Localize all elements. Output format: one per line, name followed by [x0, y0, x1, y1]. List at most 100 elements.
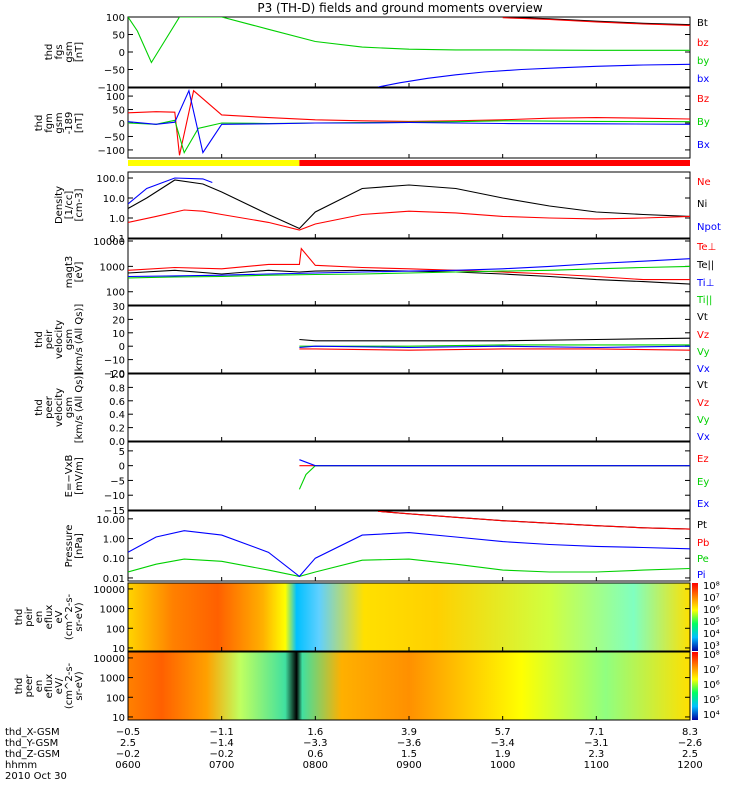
y-label-line: [mV/m] [74, 457, 85, 495]
legend-entry: bx [697, 74, 709, 85]
colorbar-label: 10⁸ [703, 581, 720, 592]
legend-entry: Ni [697, 199, 707, 210]
y-label-line: -189 [64, 112, 75, 135]
x-tick-label: 0800 [303, 760, 328, 771]
y-label-line: eflux [44, 605, 55, 630]
colorbar-label: 10⁶ [703, 680, 720, 691]
colorbar-peer_eflux [692, 652, 698, 720]
series-Pi [128, 530, 690, 578]
colorbar-label: 10⁴ [703, 629, 720, 640]
ephemeris-row-label: thd_Y-GSM [5, 738, 58, 749]
panel-fgs: 100 50 0 −50 −100 thd fgs gsm [nT] Bt bz by bx [44, 13, 709, 94]
series-Ne [128, 209, 690, 231]
series-Ex [299, 459, 690, 467]
y-tick-label: 1.00 [103, 535, 125, 546]
colorbar-label: 10⁵ [703, 695, 720, 706]
legend-entry: Vx [697, 364, 710, 375]
panel-peer_eflux: 10⁸ 10⁷ 10⁶ 10⁵ 10⁴ 10000 1000 100 10 thd peer en ef… [14, 650, 720, 724]
y-axis-label: E=−VxB [mV/m] [64, 455, 85, 498]
series-Vt [299, 337, 690, 342]
y-tick-label: 5 [119, 447, 125, 458]
x-tick-label: 0700 [209, 760, 234, 771]
legend-entry: Vz [697, 398, 709, 409]
y-tick-label: 1000 [100, 262, 125, 273]
plot-frame [127, 238, 691, 306]
y-tick-label: −15 [104, 506, 125, 517]
y-label-line: peir [24, 606, 35, 626]
y-tick-label: 0.0 [109, 437, 125, 448]
legend-entry: Te⊥ [696, 242, 716, 253]
legend-entry: Vx [697, 432, 710, 443]
y-tick-label: 0.8 [109, 383, 125, 394]
y-tick-label: 20 [112, 315, 125, 326]
colorbar-label: 10⁴ [703, 710, 720, 721]
y-label-line: gsm [64, 329, 75, 350]
series-Te|| [128, 269, 690, 285]
y-tick-label: 10.00 [96, 515, 125, 526]
y-tick-label: −100 [98, 83, 125, 94]
spectrogram-peer_eflux [128, 652, 690, 720]
y-tick-label: 100 [106, 92, 125, 103]
y-tick-label: 100 [106, 693, 125, 704]
y-label-line: velocity [54, 388, 65, 427]
y-tick-label: −20 [104, 369, 125, 380]
series-Ey [298, 465, 690, 490]
y-tick-label: 100 [106, 288, 125, 299]
legend-entry: Ex [697, 499, 709, 510]
legend-entry: Ti|| [696, 295, 712, 306]
y-tick-label: −5 [110, 476, 125, 487]
series-Ni [128, 179, 690, 230]
ephemeris-row-label: hhmm [5, 760, 37, 771]
y-tick-label: 50 [112, 106, 125, 117]
legend-entry: By [697, 117, 710, 128]
series-Te⊥ [128, 247, 690, 281]
y-label-line: [cm-3] [74, 188, 85, 221]
series-Vz [299, 348, 690, 351]
x-tick-label: −3.3 [303, 738, 327, 749]
x-tick-label: −1.4 [210, 738, 234, 749]
series-Bz [128, 89, 690, 156]
series-by [128, 17, 690, 64]
y-tick-label: 1000 [100, 605, 125, 616]
y-label-line: en [34, 680, 45, 693]
y-label-line: sr-eV) [74, 602, 85, 631]
y-label-line: Pressure [64, 525, 75, 568]
series-Ti⊥ [128, 258, 690, 278]
y-tick-label: −100 [98, 146, 125, 157]
y-tick-label: −50 [104, 66, 125, 77]
series-Ti|| [128, 265, 690, 279]
y-tick-label: 0 [119, 342, 125, 353]
series-Pt [378, 511, 690, 530]
panel-temp: 10000 1000 100 magt3 [eV] Te⊥ Te|| Ti⊥ Ti|| [64, 237, 716, 306]
y-tick-label: 100.0 [96, 174, 125, 185]
legend-entry: Ti⊥ [696, 278, 714, 289]
legend-entry: Ne [697, 177, 711, 188]
y-label-line: fgs [54, 44, 65, 59]
x-tick-label: 0900 [396, 760, 421, 771]
y-tick-label: 0.01 [103, 574, 125, 585]
y-label-line: [nPa] [74, 533, 85, 559]
y-label-line: gsm [64, 397, 75, 418]
y-tick-label: 0.1 [109, 234, 125, 245]
x-tick-label: −0.2 [210, 749, 234, 760]
x-tick-label: −0.5 [116, 727, 140, 738]
y-tick-label: 1000 [100, 674, 125, 685]
y-tick-label: 100 [106, 624, 125, 635]
y-tick-label: −50 [104, 132, 125, 143]
y-label-line: [km/s (All Qs)] [74, 304, 85, 376]
plot-frame [127, 510, 691, 582]
y-tick-label: 10000 [93, 237, 125, 248]
colorbar-label: 10⁷ [703, 665, 720, 676]
legend-entry: Vy [697, 415, 710, 426]
legend-entry: Ey [697, 477, 709, 488]
y-axis-label: Density [1/cc] [cm-3] [54, 186, 85, 224]
legend-entry: Te|| [696, 260, 714, 271]
y-label-line: (cm^2-s- [64, 662, 75, 709]
y-label-line: velocity [54, 320, 65, 359]
legend-entry: bz [697, 38, 709, 49]
x-tick-label: 5.7 [495, 727, 511, 738]
y-label-line: thd [14, 609, 25, 626]
colorbar-label: 10⁷ [703, 593, 720, 604]
legend-entry: Pi [697, 570, 706, 581]
legend-entry: Vt [697, 312, 708, 323]
